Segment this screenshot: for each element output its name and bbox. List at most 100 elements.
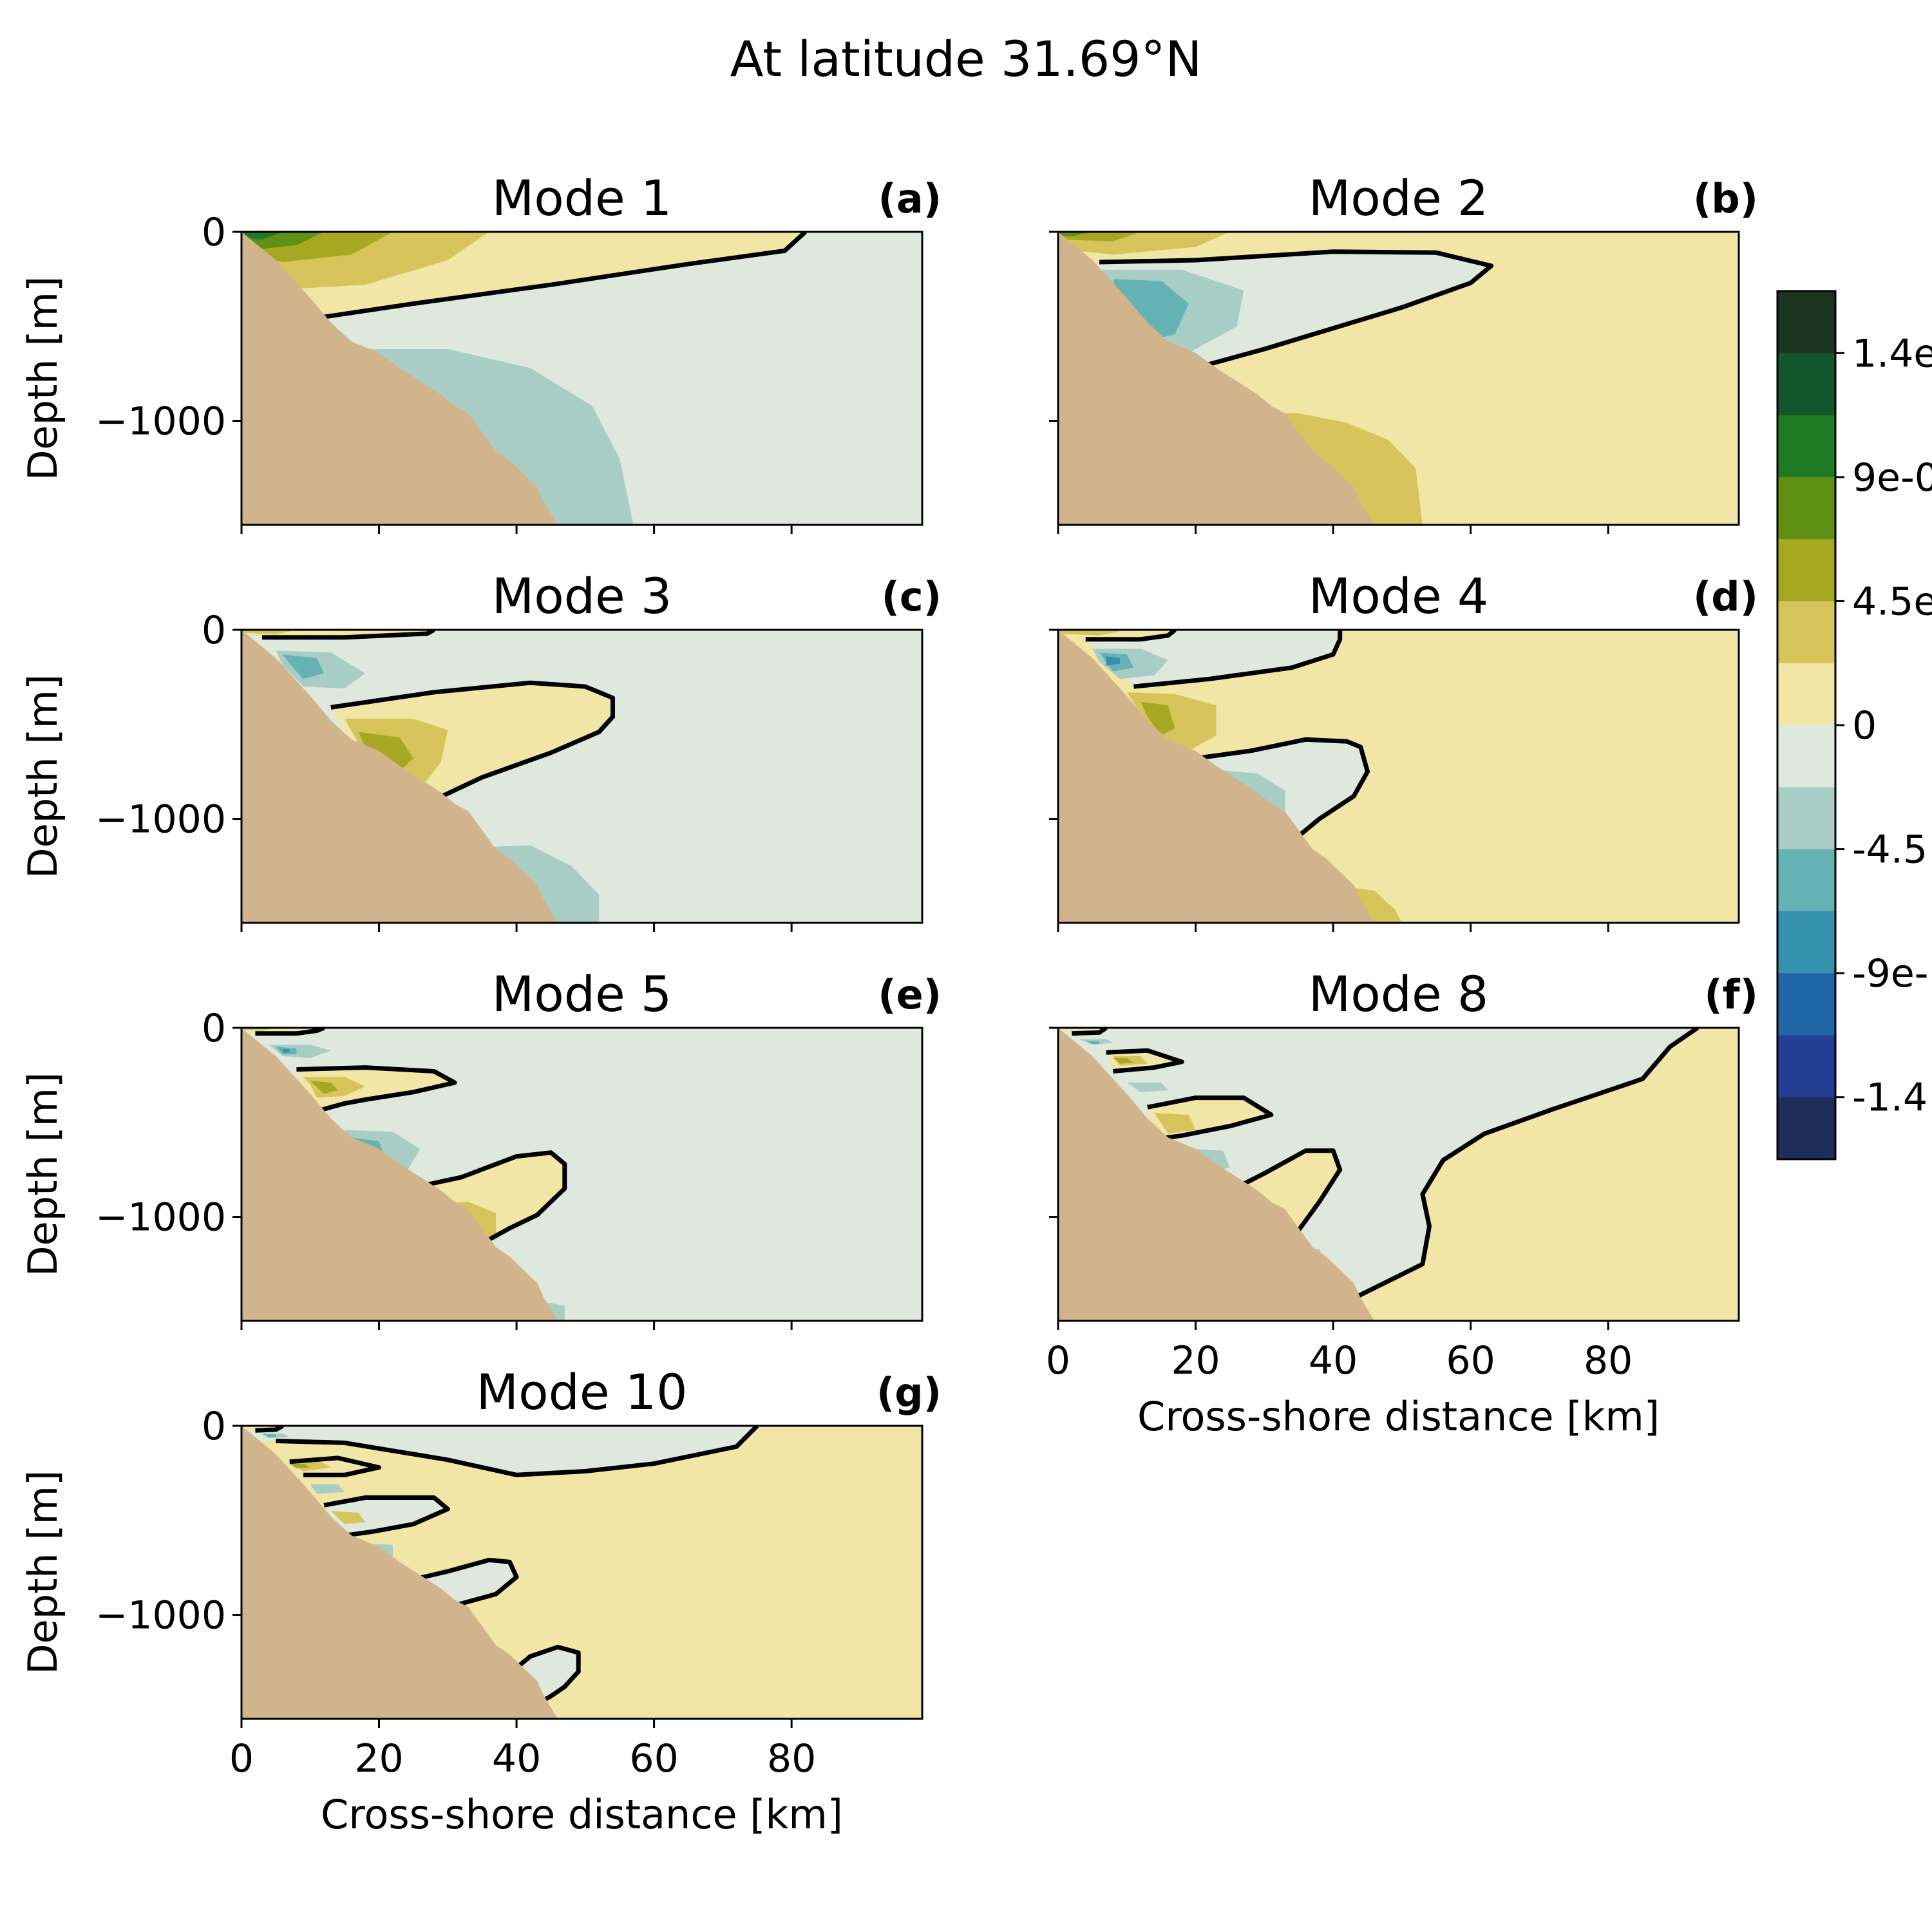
contour-fill <box>1058 630 1127 636</box>
seafloor-land <box>242 232 558 525</box>
y-tick-label: 0 <box>202 210 226 255</box>
x-axis-label: Cross-shore distance [km] <box>1137 1393 1660 1440</box>
colorbar-swatch <box>1777 601 1835 664</box>
zero-contour-line <box>1106 1048 1184 1074</box>
y-tick-label: 0 <box>202 1006 226 1051</box>
colorbar-swatch <box>1777 291 1835 354</box>
seafloor-land <box>242 1028 558 1321</box>
seafloor-land <box>242 1426 558 1719</box>
zero-contour-line <box>255 1426 284 1433</box>
panel-label: (b) <box>1693 175 1758 222</box>
colorbar-swatch <box>1777 787 1835 850</box>
plot-area <box>242 1028 922 1321</box>
zero-contour-line <box>1085 630 1177 642</box>
colorbar-tick-label: -1.4 <box>1852 1075 1927 1121</box>
x-tick-label: 40 <box>1309 1338 1358 1383</box>
zero-contour-line <box>323 1495 450 1538</box>
contour-fill <box>242 630 297 635</box>
panel-title: Mode 10 <box>477 1363 688 1421</box>
panel-title: Mode 4 <box>1309 567 1489 625</box>
axes-frame <box>1057 231 1740 526</box>
contour-fill <box>1106 656 1121 666</box>
axes-frame <box>240 1027 923 1322</box>
panel-label: (g) <box>876 1369 942 1416</box>
x-axis-label: Cross-shore distance [km] <box>321 1791 843 1838</box>
panel-title: Mode 8 <box>1309 965 1489 1023</box>
contour-fill <box>242 1426 757 1475</box>
contour-fill <box>544 1302 565 1321</box>
axes-frame <box>1057 1027 1740 1322</box>
colorbar-swatch <box>1777 477 1835 540</box>
colorbar: 1.4e 9e-0 4.5e 0 -4.5 -9e- -1.4 <box>1776 290 1932 1160</box>
y-axis-label: Depth [m] <box>19 674 66 878</box>
axes-frame <box>240 1425 923 1720</box>
colorbar-tick-label: -4.5 <box>1852 828 1927 873</box>
colorbar-swatch <box>1777 353 1835 416</box>
colorbar-tick-label: 1.4e <box>1852 331 1932 376</box>
colorbar-tick-label: 0 <box>1852 703 1877 748</box>
contour-fill <box>289 1463 310 1468</box>
contour-fill <box>283 654 325 679</box>
contour-fill <box>1141 701 1175 736</box>
zero-contour-line <box>1133 630 1343 689</box>
figure-title: At latitude 31.69°N <box>730 30 1202 88</box>
contour-fill <box>242 232 283 240</box>
zero-contour-line <box>1215 1148 1343 1245</box>
x-tick-label: 0 <box>1046 1338 1070 1383</box>
panel-label: (c) <box>882 573 942 620</box>
colorbar-swatch <box>1777 973 1835 1036</box>
contour-fill <box>330 1511 366 1524</box>
panel-6: 0 20 40 60 80 Mode 8 (f) Cross-shore distance [… <box>1046 965 1758 1440</box>
panel-label: (f) <box>1704 971 1758 1018</box>
zero-contour-line <box>323 232 807 319</box>
panel-title: Mode 5 <box>492 965 672 1023</box>
panel-title: Mode 2 <box>1309 169 1489 227</box>
x-tick-label: 80 <box>767 1736 816 1781</box>
panel-4: Mode 4 (d) <box>1049 567 1758 932</box>
colorbar-swatch <box>1777 849 1835 912</box>
axes-frame <box>240 231 923 526</box>
x-tick-label: 60 <box>629 1736 678 1781</box>
y-tick-label: −1000 <box>95 797 226 842</box>
colorbar-swatch <box>1777 725 1835 788</box>
colorbar-tick-label: -9e- <box>1852 951 1928 996</box>
zero-contour-line <box>508 1645 581 1706</box>
zero-contour-line <box>255 1028 325 1036</box>
zero-contour-line <box>289 1455 381 1477</box>
contour-fill <box>1195 739 1368 836</box>
colorbar-swatch <box>1777 415 1835 478</box>
plot-area <box>1058 232 1739 525</box>
seafloor-land <box>1058 232 1375 525</box>
panel-label: (d) <box>1693 573 1758 620</box>
zero-contour-line <box>330 680 615 821</box>
panels: 0 −1000 Mode 1 (a) Depth [m] Mode 2 (b) 0 −1000 M… <box>19 169 1758 1838</box>
panel-2: Mode 2 (b) <box>1049 169 1758 534</box>
zero-contour-line <box>399 1150 567 1242</box>
panel-title: Mode 3 <box>492 567 672 625</box>
plot-area <box>1058 1028 1739 1321</box>
zero-contour-line <box>262 630 435 640</box>
contour-fill <box>1113 279 1189 342</box>
y-axis-label: Depth [m] <box>19 276 66 480</box>
panel-label: (e) <box>878 971 942 1018</box>
y-axis-label: Depth [m] <box>19 1072 66 1276</box>
contour-fill <box>310 1484 345 1494</box>
contour-fill <box>399 1152 565 1240</box>
contour-fill <box>1058 232 1093 237</box>
zero-contour-line <box>296 1065 457 1113</box>
seafloor-land <box>1058 630 1375 923</box>
x-tick-label: 60 <box>1446 1338 1495 1383</box>
x-tick-label: 20 <box>1171 1338 1220 1383</box>
contour-fill <box>1154 1113 1196 1134</box>
contour-fill <box>1085 1041 1100 1044</box>
y-axis-label: Depth [m] <box>19 1470 66 1674</box>
colorbar-swatch <box>1777 663 1835 726</box>
panel-5: 0 −1000 Mode 5 (e) Depth [m] <box>19 965 942 1330</box>
seafloor-land <box>1058 1028 1375 1321</box>
zero-contour-line <box>1072 1028 1108 1036</box>
plot-area <box>242 232 922 525</box>
colorbar-tick-label: 4.5e <box>1852 579 1932 624</box>
contour-fill <box>1216 1150 1340 1244</box>
x-tick-label: 80 <box>1584 1338 1633 1383</box>
x-tick-label: 20 <box>354 1736 403 1781</box>
